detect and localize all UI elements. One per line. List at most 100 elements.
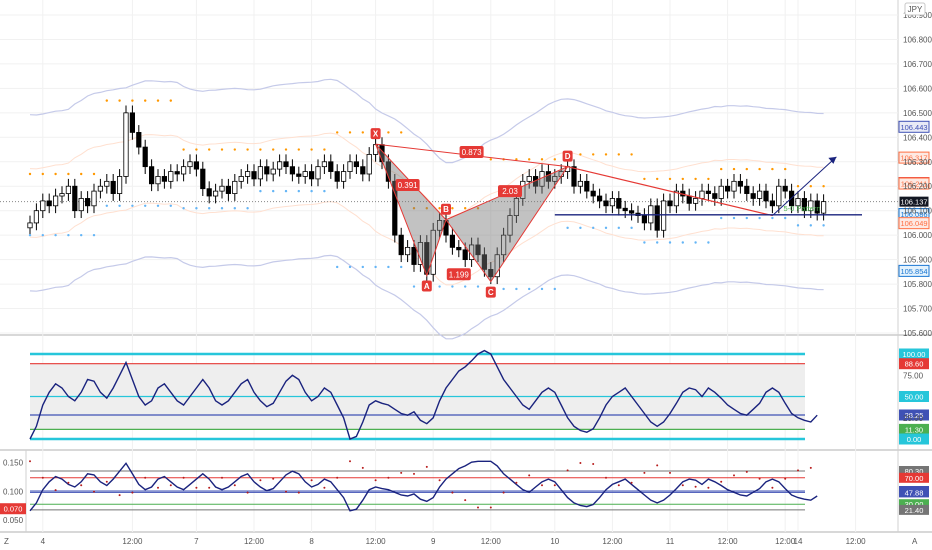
resistance-dot [732,167,736,171]
candle-body [200,168,206,190]
resistance-dot [438,207,441,210]
pattern-point-label: X [373,130,379,139]
support-dot [323,189,326,193]
symbol-badge: JPY [908,5,923,14]
x-tick-label: 14 [794,537,803,546]
osc-dot [425,465,428,468]
x-tick-label: 4 [41,537,46,546]
resistance-dot [617,153,620,156]
osc-dot [310,479,313,482]
candle-body [462,249,468,261]
candle-body [187,161,193,168]
price-tick-label: 106.100 [903,207,932,216]
price-badge-box [898,217,930,230]
support-dot [566,226,569,230]
candle-body [500,234,507,256]
candle-body [654,205,660,231]
candle-body [46,200,52,207]
candle-body [65,185,71,194]
candle-body [661,200,667,231]
osc-badge: 21.40 [905,506,924,515]
osc-dot [566,469,569,472]
candle-body [110,180,116,194]
candle-body [328,161,334,172]
price-tick-label: 106.800 [903,35,932,44]
candle-body [577,180,584,187]
resistance-dot [771,167,774,171]
support-dot [553,287,556,291]
osc-left-tick-label: 0.050 [3,516,24,525]
osc-dot [157,486,159,489]
x-tick-label: 12:00 [244,537,265,546]
candle-body [59,193,65,197]
support-dot [784,216,787,220]
osc-dot [502,491,505,494]
support-dot [182,207,185,210]
osc-dot [797,469,799,472]
osc-badge-box [899,504,929,515]
support-dot [92,233,96,237]
osc-dot [733,474,735,477]
candle-body [526,176,532,182]
osc-badge: 47.88 [905,488,924,497]
osc-dot [451,491,454,494]
support-dot [809,224,812,227]
candle-body [494,254,500,278]
candle-body [225,185,231,194]
osc-dot [93,490,95,493]
resistance-dot [451,207,454,210]
resistance-dot [464,207,467,210]
candle-body [168,171,174,182]
resistance-dot [387,131,390,134]
resistance-dot [348,131,352,134]
resistance-dot [92,172,96,176]
candle-body [104,180,110,187]
symbol-badge-box [904,2,926,16]
price-badge: 106.443 [900,123,927,132]
candle-body [148,166,155,185]
rsi-tick-label: 25.00 [903,414,924,423]
rsi-line [29,349,818,440]
osc-dot [349,460,351,463]
candle-body [155,176,161,185]
price-badge-box [898,120,930,133]
resistance-dot [182,148,185,151]
resistance-dot [144,99,147,102]
pattern-point-label: C [488,288,494,297]
pattern-ratio-label: 0.873 [462,148,483,157]
price-tick-label: 106.500 [903,109,932,118]
resistance-dot [156,99,160,102]
candle-body [513,198,520,216]
candle-body [193,161,199,170]
resistance-dot [553,158,556,161]
support-dot [169,204,172,207]
support-dot [28,233,32,237]
resistance-dot [233,148,236,151]
resistance-dot [681,177,684,181]
candle-body [641,215,648,224]
osc-badge-box [899,472,929,483]
candle-body [340,171,347,182]
resistance-dot [579,153,582,156]
x-tick-label: 10 [550,537,559,546]
support-dot [412,285,416,288]
resistance-dot [80,172,83,176]
candle-body [264,166,270,175]
resistance-dot [297,148,300,151]
osc-dot [784,477,787,480]
price-badge-box [898,177,930,190]
price-tick-label: 106.600 [903,84,932,93]
osc-dot [656,464,659,467]
osc-badge-box [899,466,929,477]
resistance-dot [707,177,710,181]
resistance-dot [169,99,172,102]
support-dot [361,265,364,269]
resistance-dot [412,207,416,210]
osc-dot [374,479,377,482]
resistance-dot [246,148,249,151]
osc-badge: 30.00 [905,500,924,509]
x-tick-label: 12:00 [846,537,867,546]
osc-dot [745,470,748,473]
rsi-tick-label: 75.00 [903,371,924,380]
support-dot [656,241,659,244]
